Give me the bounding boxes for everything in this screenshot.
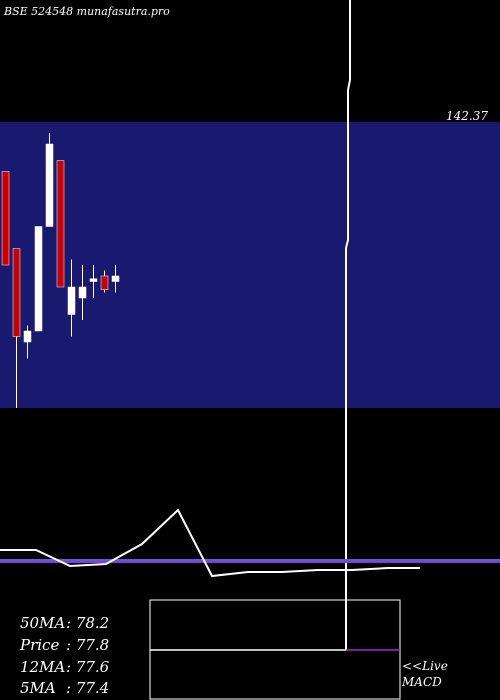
- indicator-line: [0, 508, 420, 578]
- candle-body: [45, 143, 54, 227]
- candle-body: [67, 286, 76, 315]
- candle-body: [56, 160, 65, 288]
- stat-label: 50MA: [20, 614, 65, 632]
- macd-label: MACD: [401, 675, 442, 689]
- candle-body: [1, 171, 10, 266]
- candle-body: [100, 275, 109, 290]
- stat-label: 12MA: [20, 658, 65, 676]
- macd-label: <<Live: [402, 659, 448, 673]
- price-label: 142.37: [446, 109, 488, 123]
- candle-body: [111, 275, 120, 282]
- chart-title: BSE 524548 munafasutra.pro: [3, 5, 170, 18]
- candle-body: [12, 248, 21, 337]
- candle-body: [89, 278, 98, 282]
- candle-body: [34, 226, 43, 332]
- stat-value: : 77.4: [66, 679, 109, 697]
- stat-label: Price: [19, 636, 59, 654]
- indicator-vertical-line: [345, 0, 351, 650]
- stat-label: 5MA: [20, 679, 56, 697]
- candle-body: [78, 286, 87, 299]
- stat-value: : 77.8: [66, 636, 109, 654]
- price-panel: [0, 122, 500, 408]
- candle-body: [23, 330, 32, 343]
- stat-value: : 78.2: [66, 614, 109, 632]
- stat-value: : 77.6: [66, 658, 110, 676]
